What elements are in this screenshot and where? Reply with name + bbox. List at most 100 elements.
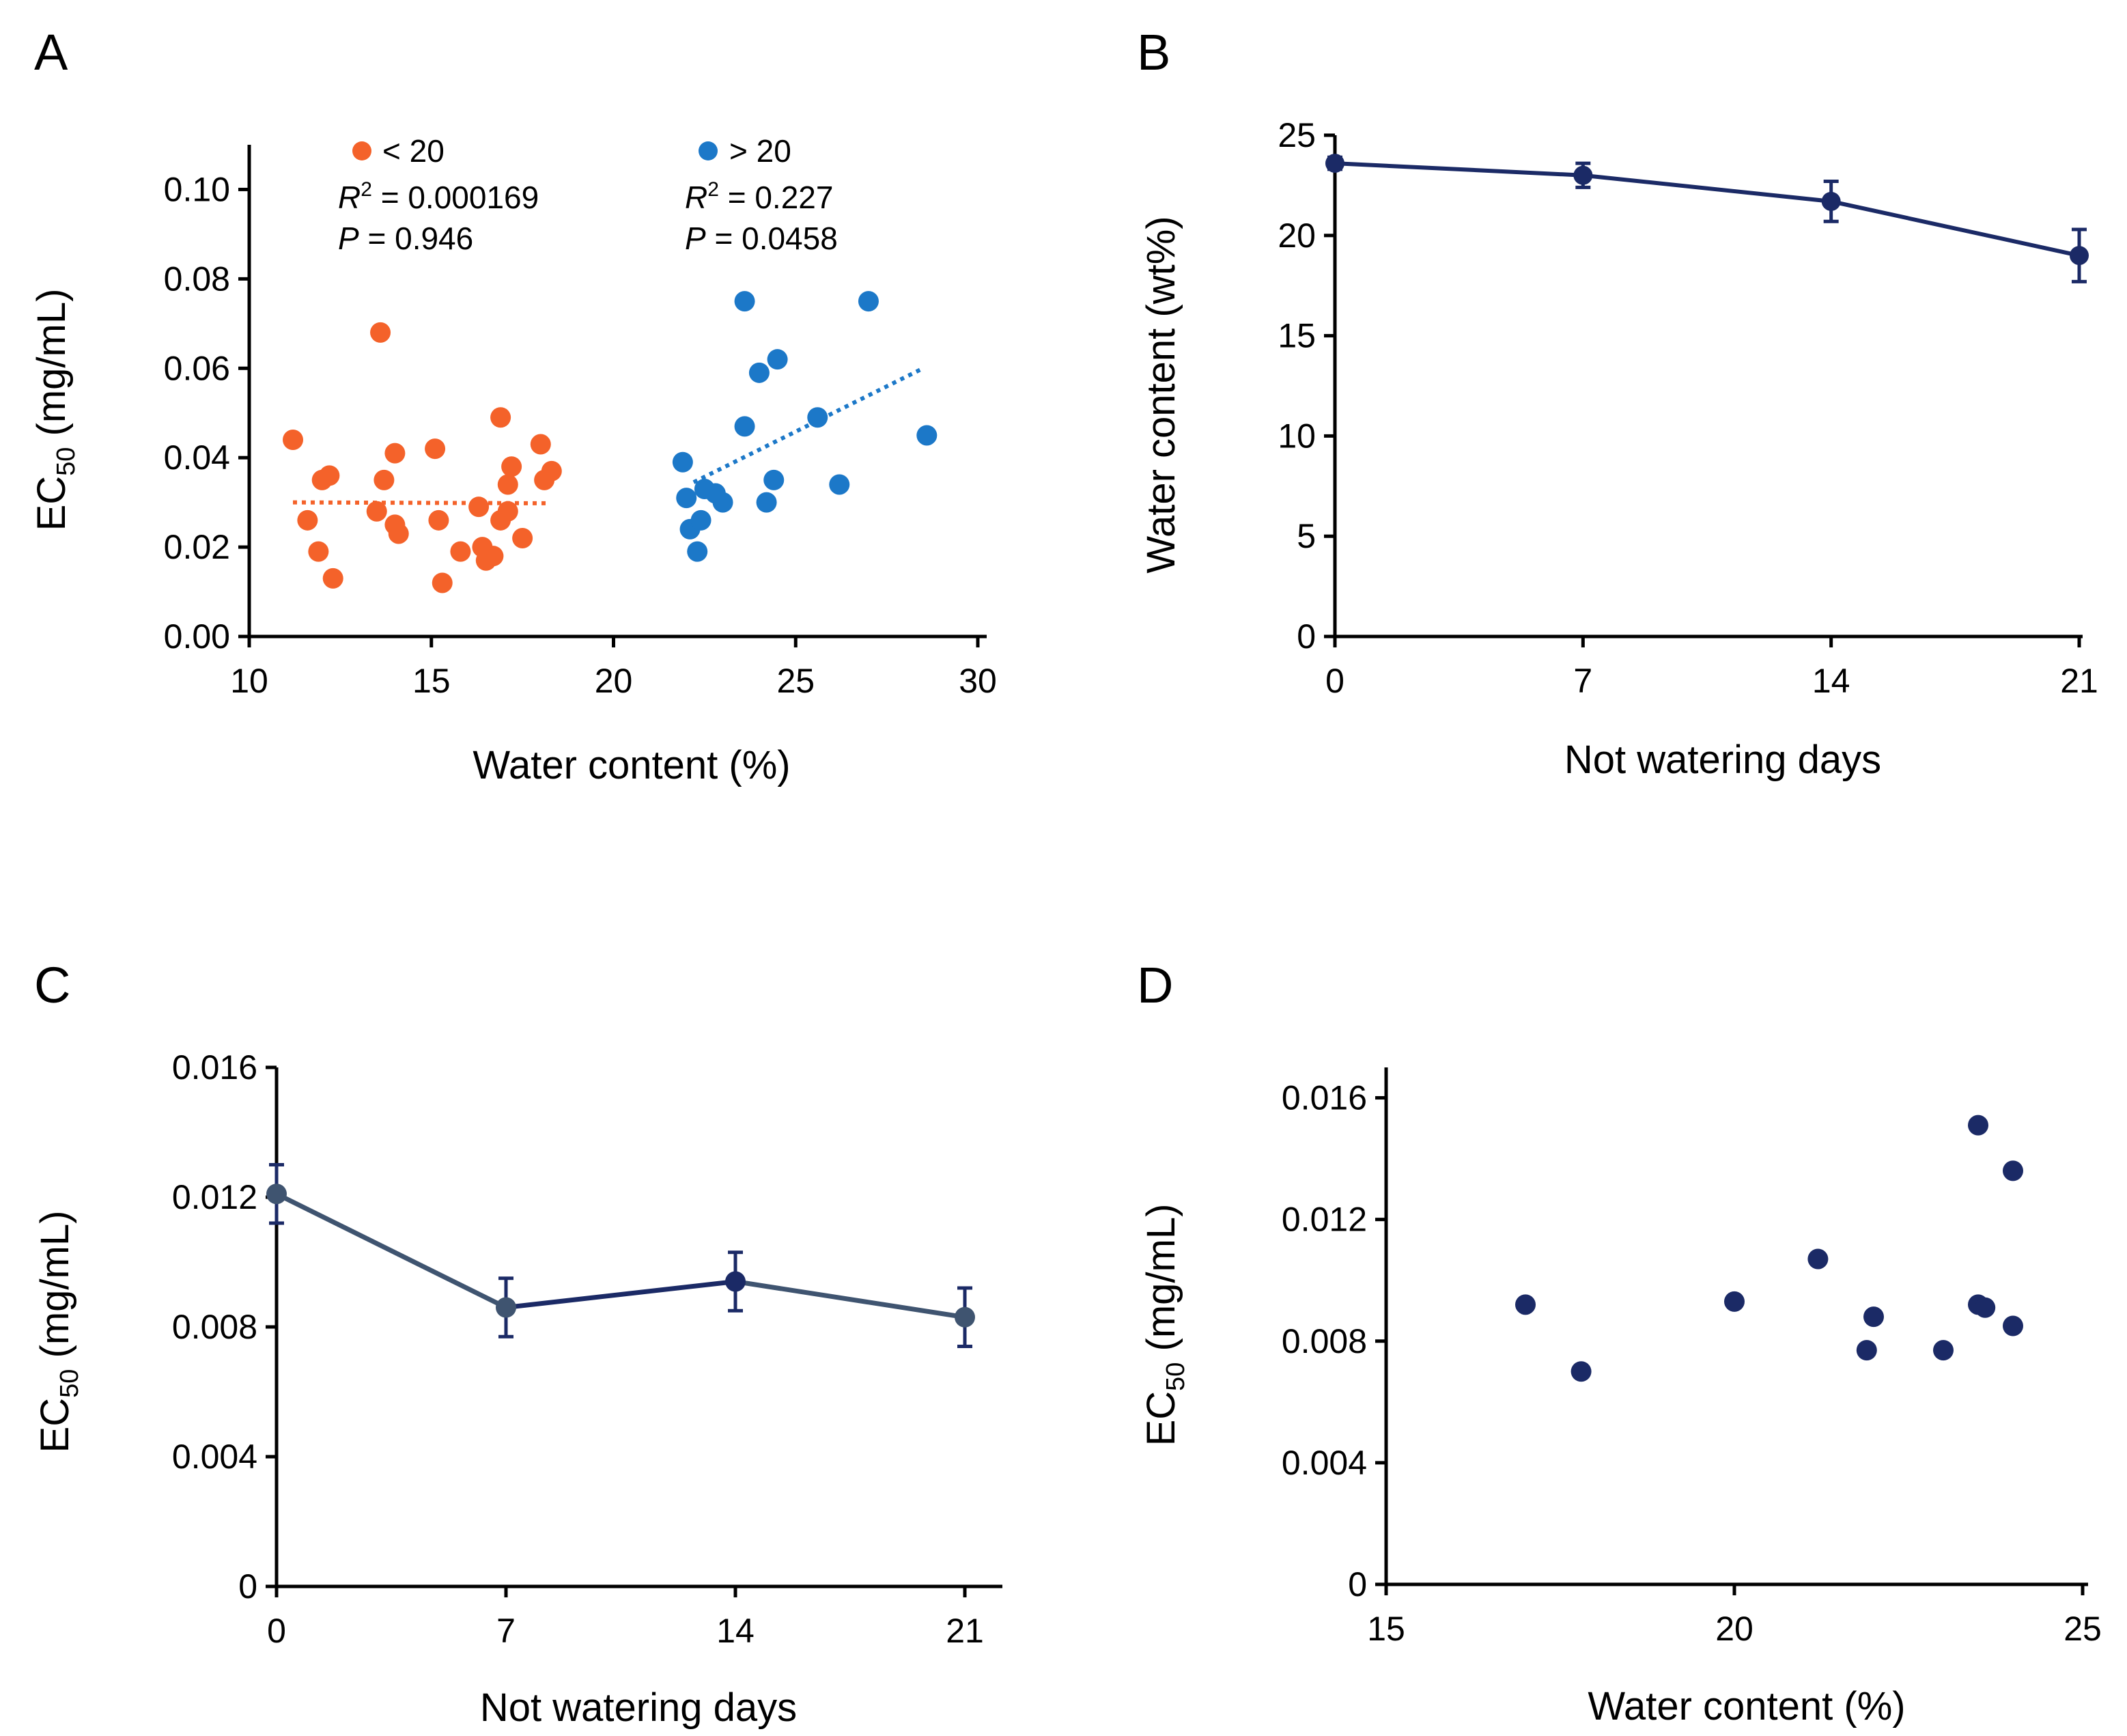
point-lt20 <box>319 465 340 486</box>
panel-d: D 15 20 25 0 0.004 0.008 0.012 0.016 Water con… <box>1137 957 2102 1728</box>
point-lt20 <box>497 501 518 522</box>
legend-label-gt20: > 20 <box>729 133 791 169</box>
point-lt20 <box>322 568 343 589</box>
panel-a-trendlines <box>293 366 925 505</box>
panel-c-y-tick-label: 0 <box>238 1567 257 1606</box>
panel-d-point <box>2003 1160 2023 1181</box>
panel-d-y-tick-label: 0.016 <box>1282 1079 1367 1117</box>
panel-d-point <box>1933 1340 1954 1361</box>
panel-b: B 0 7 14 21 0 5 10 15 20 25 Not watering days Wa… <box>1137 24 2098 782</box>
panel-c-x-ticks: 0 7 14 21 <box>267 1586 984 1650</box>
panel-d-y-tick-label: 0.008 <box>1282 1322 1367 1360</box>
panel-b-y-title: Water content (wt%) <box>1139 216 1183 573</box>
point-gt20 <box>756 492 777 513</box>
panel-b-line <box>1334 161 2080 258</box>
panel-b-point <box>1821 191 1841 211</box>
panel-a-letter: A <box>34 24 68 81</box>
panel-d-point <box>1724 1291 1745 1312</box>
panel-b-y-tick-label: 20 <box>1278 216 1316 255</box>
point-lt20 <box>483 546 504 567</box>
point-gt20 <box>748 362 770 383</box>
panel-a-y-tick-label: 0.04 <box>164 438 230 477</box>
point-lt20 <box>366 501 387 522</box>
panel-b-point <box>1325 154 1344 173</box>
point-lt20 <box>388 523 409 544</box>
panel-b-y-tick-label: 0 <box>1297 617 1316 656</box>
point-lt20 <box>370 322 391 343</box>
panel-a-x-tick-label: 25 <box>776 662 815 700</box>
panel-b-letter: B <box>1137 24 1170 81</box>
panel-c-letter: C <box>34 957 70 1013</box>
panel-d-y-title: EC50 (mg/mL) <box>1139 1204 1190 1446</box>
legend-marker-gt20 <box>699 141 718 160</box>
panel-a-x-tick-label: 10 <box>230 662 268 700</box>
panel-c-point <box>496 1297 516 1318</box>
point-gt20 <box>734 291 755 312</box>
panel-b-y-tick-label: 10 <box>1278 417 1316 455</box>
point-lt20 <box>432 572 453 593</box>
point-gt20 <box>763 469 785 490</box>
panel-c-y-tick-label: 0.008 <box>172 1308 257 1346</box>
panel-c-x-tick-label: 14 <box>716 1612 755 1650</box>
panel-b-x-tick-label: 0 <box>1325 662 1344 700</box>
point-lt20 <box>501 456 522 477</box>
panel-d-point <box>1975 1297 1996 1318</box>
panel-a-y-tick-label: 0.06 <box>164 349 230 387</box>
point-gt20 <box>767 349 788 370</box>
point-lt20 <box>308 541 329 562</box>
panel-c-line-segment <box>505 1279 736 1310</box>
panel-a-x-title: Water content (%) <box>473 743 790 787</box>
panel-d-point <box>1570 1361 1592 1382</box>
panel-a: A 10 15 20 25 30 0.00 0.02 0.04 0.06 0.08 0.10 Wa… <box>29 24 997 787</box>
panel-a-y-title: EC50 (mg/mL) <box>29 289 81 531</box>
panel-b-x-tick-label: 7 <box>1573 662 1592 700</box>
panel-a-y-tick-label: 0.02 <box>164 528 230 566</box>
panel-a-x-ticks: 10 15 20 25 30 <box>230 636 997 700</box>
legend-label-lt20: < 20 <box>382 133 445 169</box>
panel-c-x-tick-label: 21 <box>946 1612 984 1650</box>
panel-b-point <box>2070 246 2089 266</box>
panel-d-point <box>1515 1294 1536 1315</box>
point-gt20 <box>829 474 850 495</box>
panel-c-y-tick-label: 0.012 <box>172 1178 257 1216</box>
point-gt20 <box>687 541 708 562</box>
panel-a-y-tick-label: 0.00 <box>164 617 230 656</box>
panel-a-y-ticks: 0.00 0.02 0.04 0.06 0.08 0.10 <box>164 170 249 656</box>
panel-c-y-title: EC50 (mg/mL) <box>33 1211 84 1453</box>
panel-b-x-title: Not watering days <box>1564 738 1881 782</box>
point-gt20 <box>858 291 879 312</box>
panel-c-x-tick-label: 7 <box>496 1612 516 1650</box>
point-gt20 <box>712 492 733 513</box>
trendline-gt20 <box>692 366 925 484</box>
stat-r2-lt20: R2 = 0.000169 <box>338 178 539 215</box>
point-gt20 <box>690 509 712 531</box>
panel-a-y-tick-label: 0.08 <box>164 260 230 298</box>
panel-a-points <box>283 291 938 593</box>
point-lt20 <box>490 407 511 428</box>
point-lt20 <box>512 528 533 548</box>
panel-d-point <box>2003 1315 2023 1336</box>
panel-d-letter: D <box>1137 957 1173 1013</box>
point-gt20 <box>676 488 697 509</box>
panel-b-y-ticks: 0 5 10 15 20 25 <box>1278 116 1335 656</box>
panel-b-x-tick-label: 21 <box>2060 662 2098 700</box>
panel-a-y-tick-label: 0.10 <box>164 170 230 208</box>
panel-c-y-tick-label: 0.016 <box>172 1048 257 1087</box>
point-gt20 <box>672 451 693 473</box>
panel-a-x-tick-label: 30 <box>959 662 997 700</box>
point-lt20 <box>384 443 406 464</box>
panel-b-point <box>1573 165 1593 185</box>
panel-b-x-ticks: 0 7 14 21 <box>1325 636 2098 700</box>
point-lt20 <box>450 541 471 562</box>
panel-b-x-tick-label: 14 <box>1812 662 1850 700</box>
panel-d-y-tick-label: 0.012 <box>1282 1201 1367 1239</box>
panel-c-line-segment <box>275 1192 507 1310</box>
panel-c-x-tick-label: 0 <box>267 1612 286 1650</box>
panel-c-point <box>266 1184 287 1205</box>
point-gt20 <box>734 416 755 437</box>
panel-a-x-tick-label: 20 <box>595 662 633 700</box>
panel-b-y-tick-label: 15 <box>1278 317 1316 355</box>
panel-d-point <box>1968 1115 1988 1136</box>
panel-c-line-segment <box>735 1279 966 1320</box>
